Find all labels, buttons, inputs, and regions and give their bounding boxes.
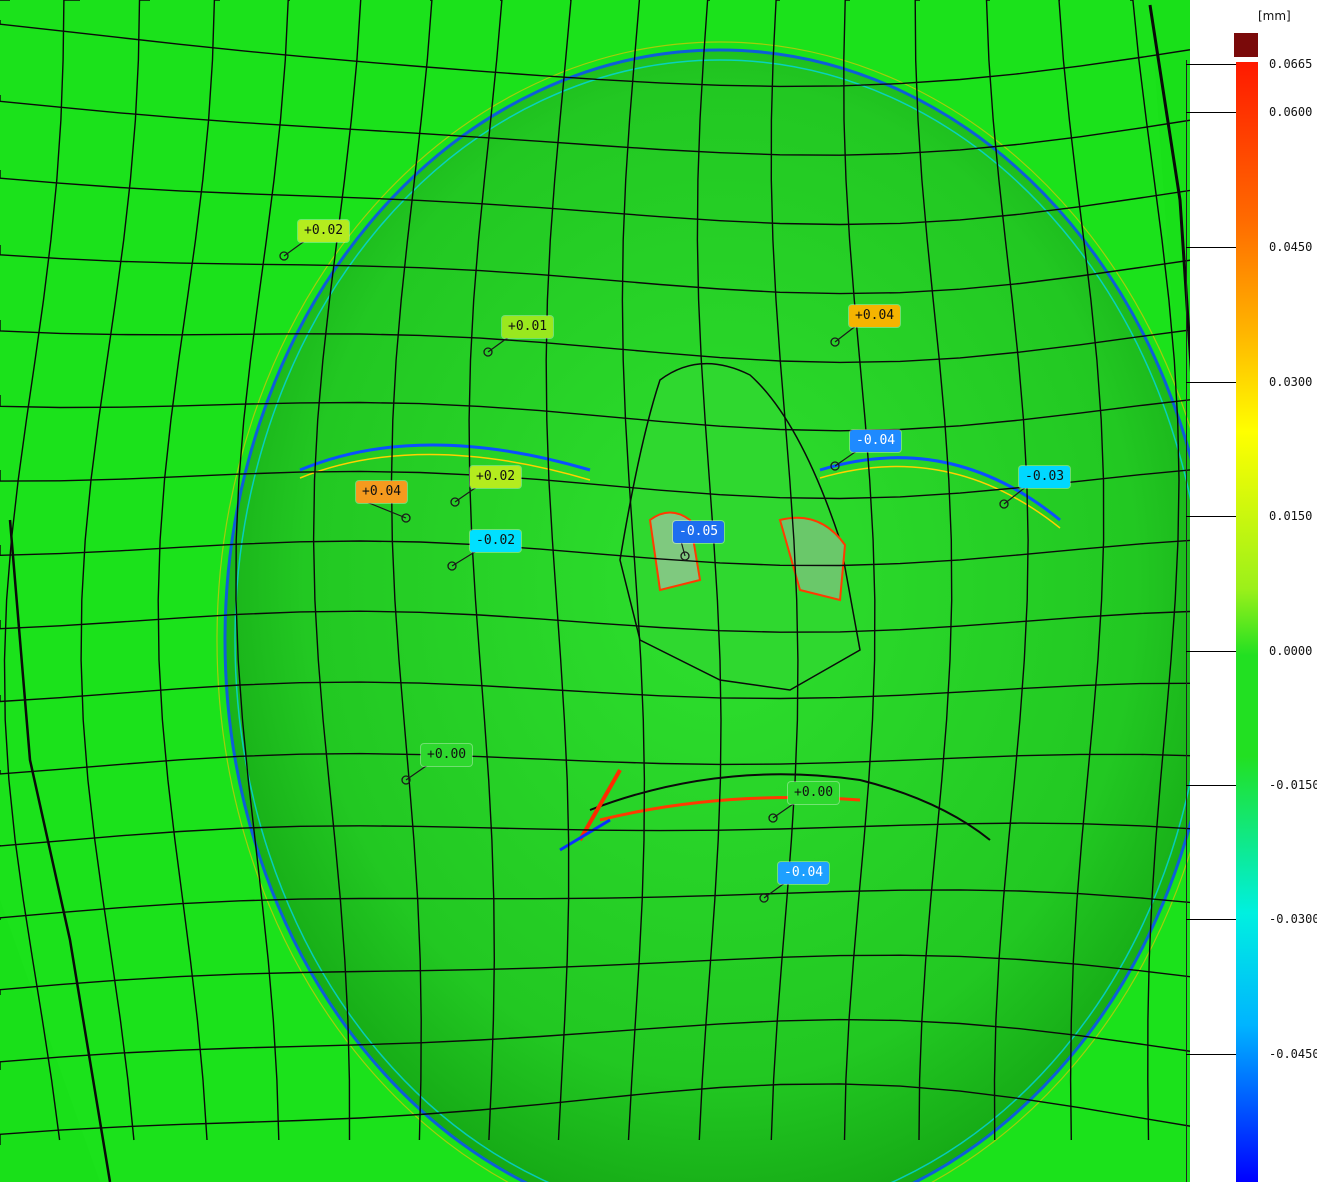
out-of-range-swatch [1234,33,1258,57]
deviation-callout[interactable]: +0.01 [502,316,554,338]
callout-point-marker [401,513,411,523]
scale-tick-line [1186,785,1236,786]
callout-leader [363,500,407,519]
callout-leader [1003,485,1028,505]
callout-point-marker [999,499,1009,509]
callout-point-marker [447,561,457,571]
callout-point-marker [830,337,840,347]
deviation-callout[interactable]: -0.03 [1019,466,1071,488]
deviation-callout[interactable]: +0.00 [788,782,840,804]
deviation-callout[interactable]: +0.02 [470,466,522,488]
scale-tick-label: -0.0450 [1269,1047,1317,1061]
callout-leader [451,549,479,567]
callout-point-marker [830,461,840,471]
legend-frame [1186,60,1237,1182]
scale-tick-line [1186,64,1236,65]
scale-tick-line [1186,516,1236,517]
scale-tick-line [1186,382,1236,383]
callout-leader [680,540,686,557]
deviation-callout[interactable]: -0.05 [673,521,725,543]
scale-tick-label: 0.0300 [1269,375,1313,389]
deviation-callout[interactable]: +0.04 [849,305,901,327]
callout-point-marker [759,893,769,903]
callout-leader [405,763,430,781]
callout-point-marker [483,347,493,357]
scale-tick-label: 0.0600 [1269,105,1313,119]
callout-point-marker [680,551,690,561]
scale-tick-label: 0.0450 [1269,240,1313,254]
scale-tick-label: 0.0665 [1269,57,1313,71]
scale-tick-label: 0.0150 [1269,509,1313,523]
scale-tick-label: -0.0150 [1269,778,1317,792]
scale-tick-label: 0.0000 [1269,644,1313,658]
callout-point-marker [450,497,460,507]
callout-point-marker [768,813,778,823]
deviation-callout[interactable]: +0.00 [421,744,473,766]
scale-tick-line [1186,651,1236,652]
callout-leader [834,449,859,467]
deviation-callout[interactable]: +0.04 [356,481,408,503]
callout-point-marker [401,775,411,785]
deviation-callout[interactable]: -0.02 [470,530,522,552]
deviation-callout[interactable]: -0.04 [850,430,902,452]
scale-unit-label: [mm] [1258,9,1291,23]
scale-tick-line [1186,919,1236,920]
scale-tick-line [1186,1054,1236,1055]
callout-leader [772,801,797,819]
callout-point-marker [279,251,289,261]
deviation-callout[interactable]: -0.04 [778,862,830,884]
deviation-callout[interactable]: +0.02 [298,220,350,242]
scale-tick-line [1186,112,1236,113]
scale-tick-label: -0.0300 [1269,912,1317,926]
callout-leader [454,485,479,503]
scale-tick-line [1186,247,1236,248]
mesh-surface [0,0,1190,1182]
color-scale-bar [1236,62,1258,1182]
